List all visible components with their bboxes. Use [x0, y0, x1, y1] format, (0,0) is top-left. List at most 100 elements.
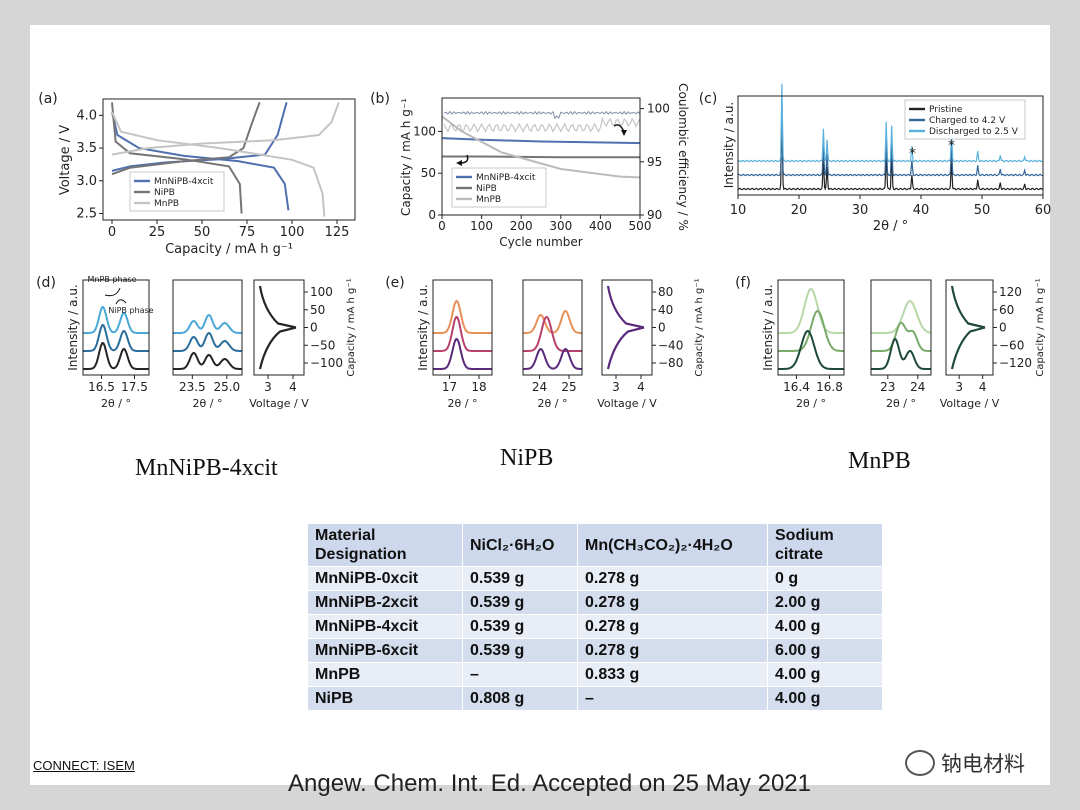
- table-cell: MnPB: [307, 662, 463, 687]
- legend-label: NiPB: [476, 184, 497, 194]
- table-cell: MnNiPB-4xcit: [307, 614, 463, 639]
- panel-label: (c): [699, 91, 718, 107]
- table-cell: NiPB: [307, 686, 463, 711]
- y-tick-label: 2.5: [76, 206, 97, 221]
- voltage-capacity-curve: [258, 326, 297, 370]
- table-header-cell: Material Designation: [307, 523, 463, 567]
- xrd-pattern: [778, 287, 844, 334]
- connect-link[interactable]: CONNECT: ISEM: [33, 758, 135, 773]
- x-tick-label: 100: [280, 225, 305, 240]
- x-tick-label: 17: [442, 380, 457, 394]
- table-cell: 2.00 g: [767, 590, 883, 615]
- panel-label: (f): [735, 275, 751, 291]
- xrd-pattern: [871, 321, 931, 352]
- xrd-pattern: [737, 110, 1043, 191]
- xrd-pattern: [83, 323, 149, 352]
- panel-label: (d): [36, 275, 56, 291]
- panel-label: (a): [38, 91, 58, 107]
- x-tick-label: 23.5: [179, 380, 206, 394]
- y2-tick-label: 80: [658, 285, 673, 299]
- x-tick-label: 3: [264, 380, 272, 394]
- table-cell: 0.278 g: [577, 614, 768, 639]
- y2-tick-label: −40: [658, 338, 683, 352]
- x-axis-label: Capacity / mA h g⁻¹: [165, 242, 293, 257]
- x-axis-label: Voltage / V: [249, 397, 309, 410]
- legend-label: MnNiPB-4xcit: [476, 173, 536, 183]
- plot-frame: [870, 279, 932, 376]
- x-tick-label: 25: [149, 225, 166, 240]
- plot-frame: [102, 98, 356, 221]
- y-axis-label: Intensity / a.u.: [416, 284, 430, 371]
- x-tick-label: 23: [880, 380, 895, 394]
- table-row: MnNiPB-6xcit 0.539 g 0.278 g 6.00 g: [307, 638, 883, 663]
- x-tick-label: 50: [974, 203, 991, 218]
- xrd-pattern: [173, 313, 242, 334]
- x-axis-label: 2θ / °: [873, 219, 908, 234]
- series-line: [441, 115, 641, 179]
- x-tick-label: 40: [913, 203, 930, 218]
- x-tick-label: 4: [637, 380, 645, 394]
- x-tick-label: 4: [979, 380, 987, 394]
- material-label-right: MnPB: [848, 448, 911, 474]
- plot-frame: [522, 279, 583, 376]
- y2-tick-label: −60: [999, 338, 1024, 352]
- x-tick-label: 25: [561, 380, 576, 394]
- x-axis-label: 2θ / °: [796, 397, 826, 410]
- y-axis-label: Intensity / a.u.: [761, 284, 775, 371]
- x-tick-label: 24: [910, 380, 925, 394]
- watermark-text: 钠电材料: [941, 753, 1025, 776]
- table-cell: 4.00 g: [767, 662, 883, 687]
- plot-frame: [441, 97, 641, 216]
- xrd-pattern: [83, 305, 149, 334]
- legend-label: MnPB: [154, 199, 179, 209]
- series-line: [111, 101, 340, 156]
- xrd-pattern: [737, 83, 1043, 163]
- x-tick-label: 100: [470, 219, 493, 233]
- x-tick-label: 16.5: [88, 380, 115, 394]
- xrd-pattern: [871, 299, 931, 334]
- left-axis-arrowhead: [456, 160, 462, 166]
- asterisk-annotation: *: [909, 146, 916, 162]
- xrd-pattern: [523, 347, 582, 370]
- voltage-capacity-curve: [950, 326, 986, 370]
- table-cell: MnNiPB-0xcit: [307, 566, 463, 591]
- plot-frame: [432, 279, 493, 376]
- citation: Angew. Chem. Int. Ed. Accepted on 25 May…: [288, 770, 811, 797]
- material-label-left: MnNiPB-4xcit: [135, 455, 278, 481]
- series-line: [442, 155, 640, 159]
- right-axis-arrowhead: [621, 130, 627, 136]
- x-tick-label: 3: [612, 380, 620, 394]
- efficiency-trace: [443, 110, 641, 120]
- y2-tick-label: 60: [999, 303, 1014, 317]
- y-axis-label: Intensity / a.u.: [722, 102, 736, 189]
- x-axis-label: Voltage / V: [597, 397, 657, 410]
- wechat-icon: [905, 750, 935, 776]
- y2-tick-label: 100: [647, 102, 670, 116]
- xrd-pattern: [433, 299, 492, 334]
- legend-label: MnNiPB-4xcit: [154, 177, 214, 187]
- efficiency-trace: [443, 116, 641, 133]
- x-axis-label: Cycle number: [499, 235, 583, 249]
- table-cell: 6.00 g: [767, 638, 883, 663]
- legend-label: Pristine: [929, 105, 963, 115]
- series-line: [111, 111, 326, 217]
- x-axis-label: 2θ / °: [101, 397, 131, 410]
- table-cell: 0.833 g: [577, 662, 768, 687]
- plot-frame: [737, 95, 1044, 196]
- xrd-pattern: [523, 309, 582, 334]
- y-axis-label: Intensity / a.u.: [66, 284, 80, 371]
- panel-label: (b): [370, 91, 390, 107]
- table-cell: 4.00 g: [767, 686, 883, 711]
- table-row: MnPB –0.833 g 4.00 g: [307, 662, 883, 687]
- y-tick-label: 0: [428, 208, 436, 222]
- legend-label: Discharged to 2.5 V: [929, 127, 1019, 137]
- voltage-capacity-curve: [606, 285, 645, 329]
- table-cell: 0.539 g: [462, 638, 578, 663]
- plot-frame: [777, 279, 845, 376]
- x-axis-label: 2θ / °: [538, 397, 568, 410]
- table-cell: MnNiPB-6xcit: [307, 638, 463, 663]
- y-tick-label: 4.0: [76, 108, 97, 123]
- x-tick-label: 10: [730, 203, 747, 218]
- series-line: [441, 137, 641, 145]
